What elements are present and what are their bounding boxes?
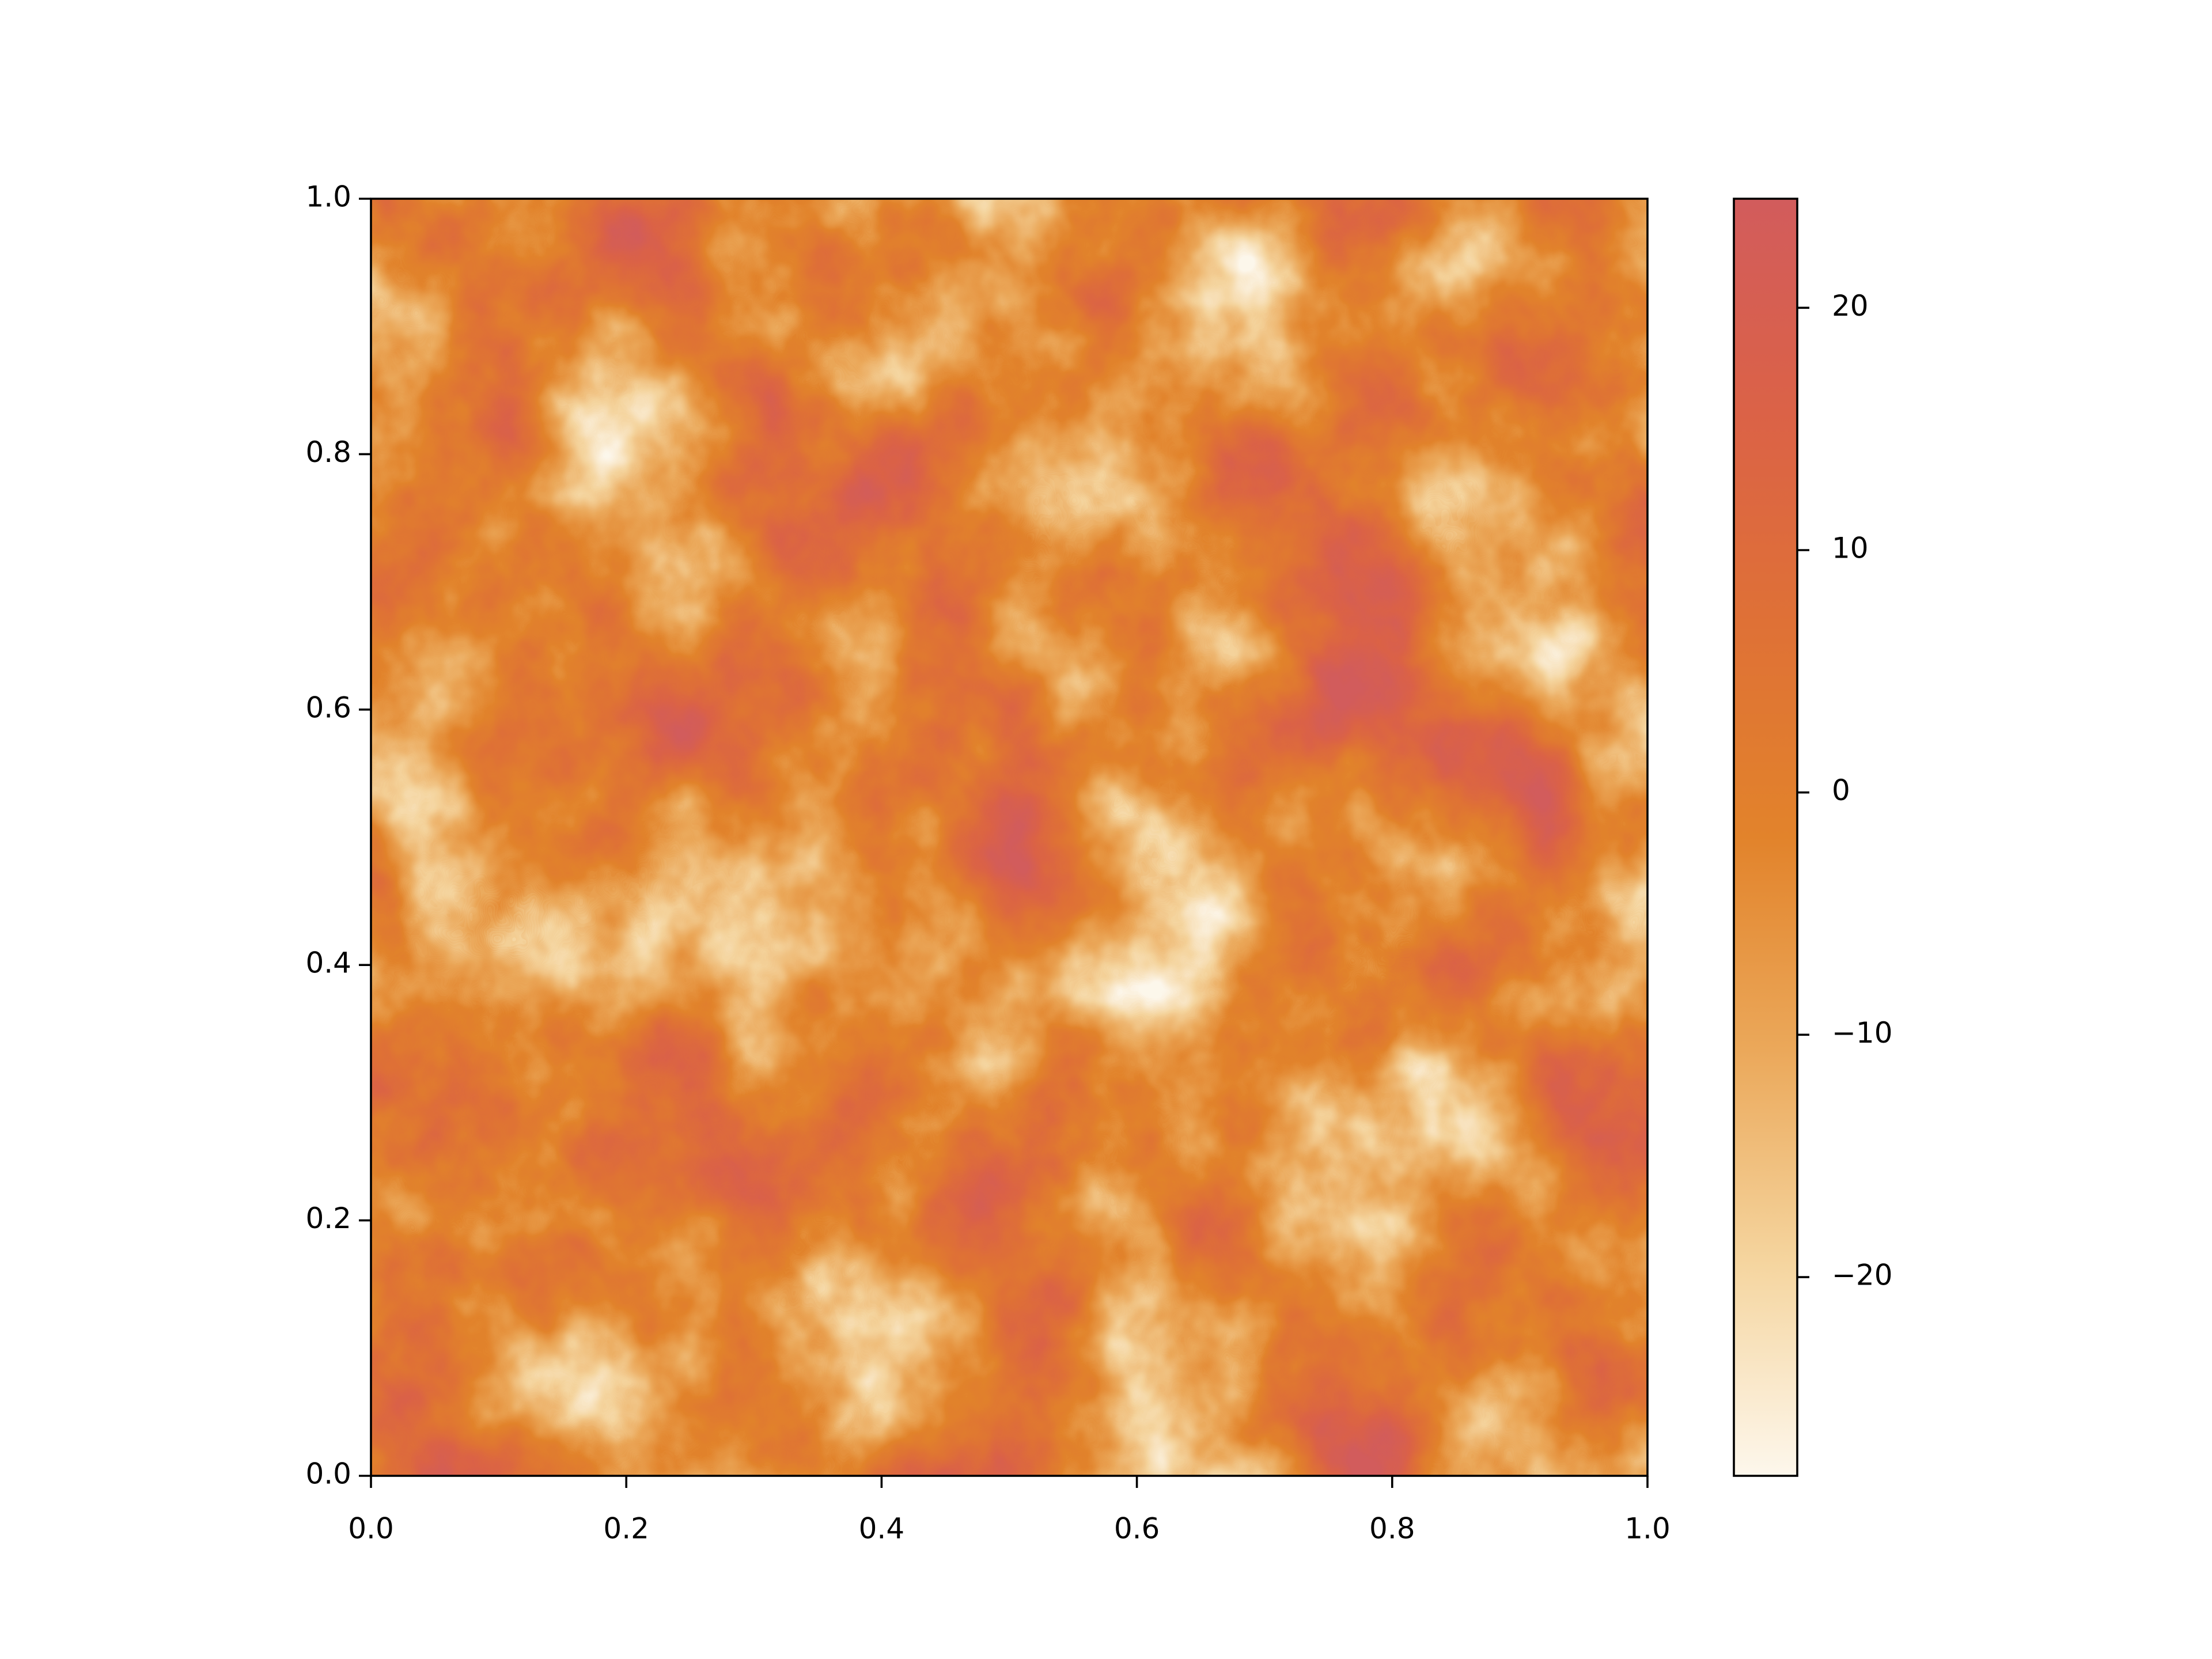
x-tick-label: 0.4 <box>859 1512 905 1546</box>
y-tick-label: 1.0 <box>305 180 351 214</box>
y-tick-label: 0.8 <box>305 435 351 469</box>
y-tick-label: 0.4 <box>305 946 351 980</box>
x-tick-label: 1.0 <box>1624 1512 1671 1546</box>
x-tick-label: 0.6 <box>1114 1512 1160 1546</box>
x-tick-label: 0.2 <box>603 1512 649 1546</box>
colorbar-tick-label: 0 <box>1832 774 1850 807</box>
x-tick-label: 0.8 <box>1369 1512 1415 1546</box>
colorbar-tick-label: −10 <box>1832 1016 1893 1050</box>
y-tick-label: 0.6 <box>305 691 351 724</box>
colorbar-tick-label: −20 <box>1832 1259 1893 1292</box>
y-tick-label: 0.2 <box>305 1202 351 1235</box>
colorbar-tick-label: 10 <box>1832 531 1869 565</box>
heatmap-field <box>371 199 1647 1476</box>
colorbar <box>1733 198 1798 1477</box>
y-tick-label: 0.0 <box>305 1457 351 1491</box>
plot-frame <box>370 198 1649 1477</box>
colorbar-tick-label: 20 <box>1832 289 1869 323</box>
x-tick-label: 0.0 <box>348 1512 394 1546</box>
